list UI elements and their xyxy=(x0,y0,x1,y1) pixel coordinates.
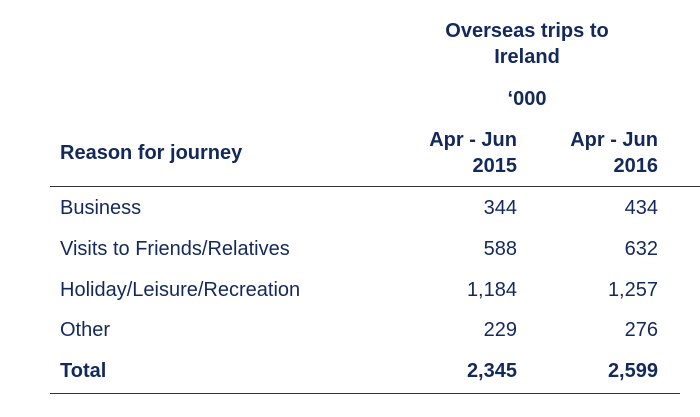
row-header: Reason for journey xyxy=(60,142,243,164)
cell: 588 xyxy=(483,237,517,260)
row-label: Business xyxy=(60,197,142,219)
column-header: 2016 xyxy=(613,155,659,177)
bottom-rule xyxy=(50,393,680,394)
cell: 2,345 xyxy=(466,360,517,383)
title-line: Ireland xyxy=(494,46,560,68)
column-header: Apr - Jun xyxy=(429,129,517,151)
cell: 2,599 xyxy=(607,360,658,383)
row-label: Holiday/Leisure/Recreation xyxy=(60,278,301,301)
cell: 1,184 xyxy=(466,278,517,301)
cell: 632 xyxy=(624,237,658,260)
row-label: Total xyxy=(60,360,107,383)
title-line: Overseas trips to xyxy=(445,20,609,42)
column-header: 2015 xyxy=(472,155,518,177)
row-label: Other xyxy=(60,319,111,342)
cell: 434 xyxy=(624,197,658,219)
row-label: Visits to Friends/Relatives xyxy=(60,237,290,260)
column-header: Apr - Jun xyxy=(570,129,658,151)
cell: 1,257 xyxy=(607,278,658,301)
cell: 344 xyxy=(483,197,517,219)
cell: 276 xyxy=(624,319,658,342)
unit-label: ‘000 xyxy=(507,88,547,110)
cell: 229 xyxy=(483,319,517,342)
header-rule xyxy=(50,186,700,187)
